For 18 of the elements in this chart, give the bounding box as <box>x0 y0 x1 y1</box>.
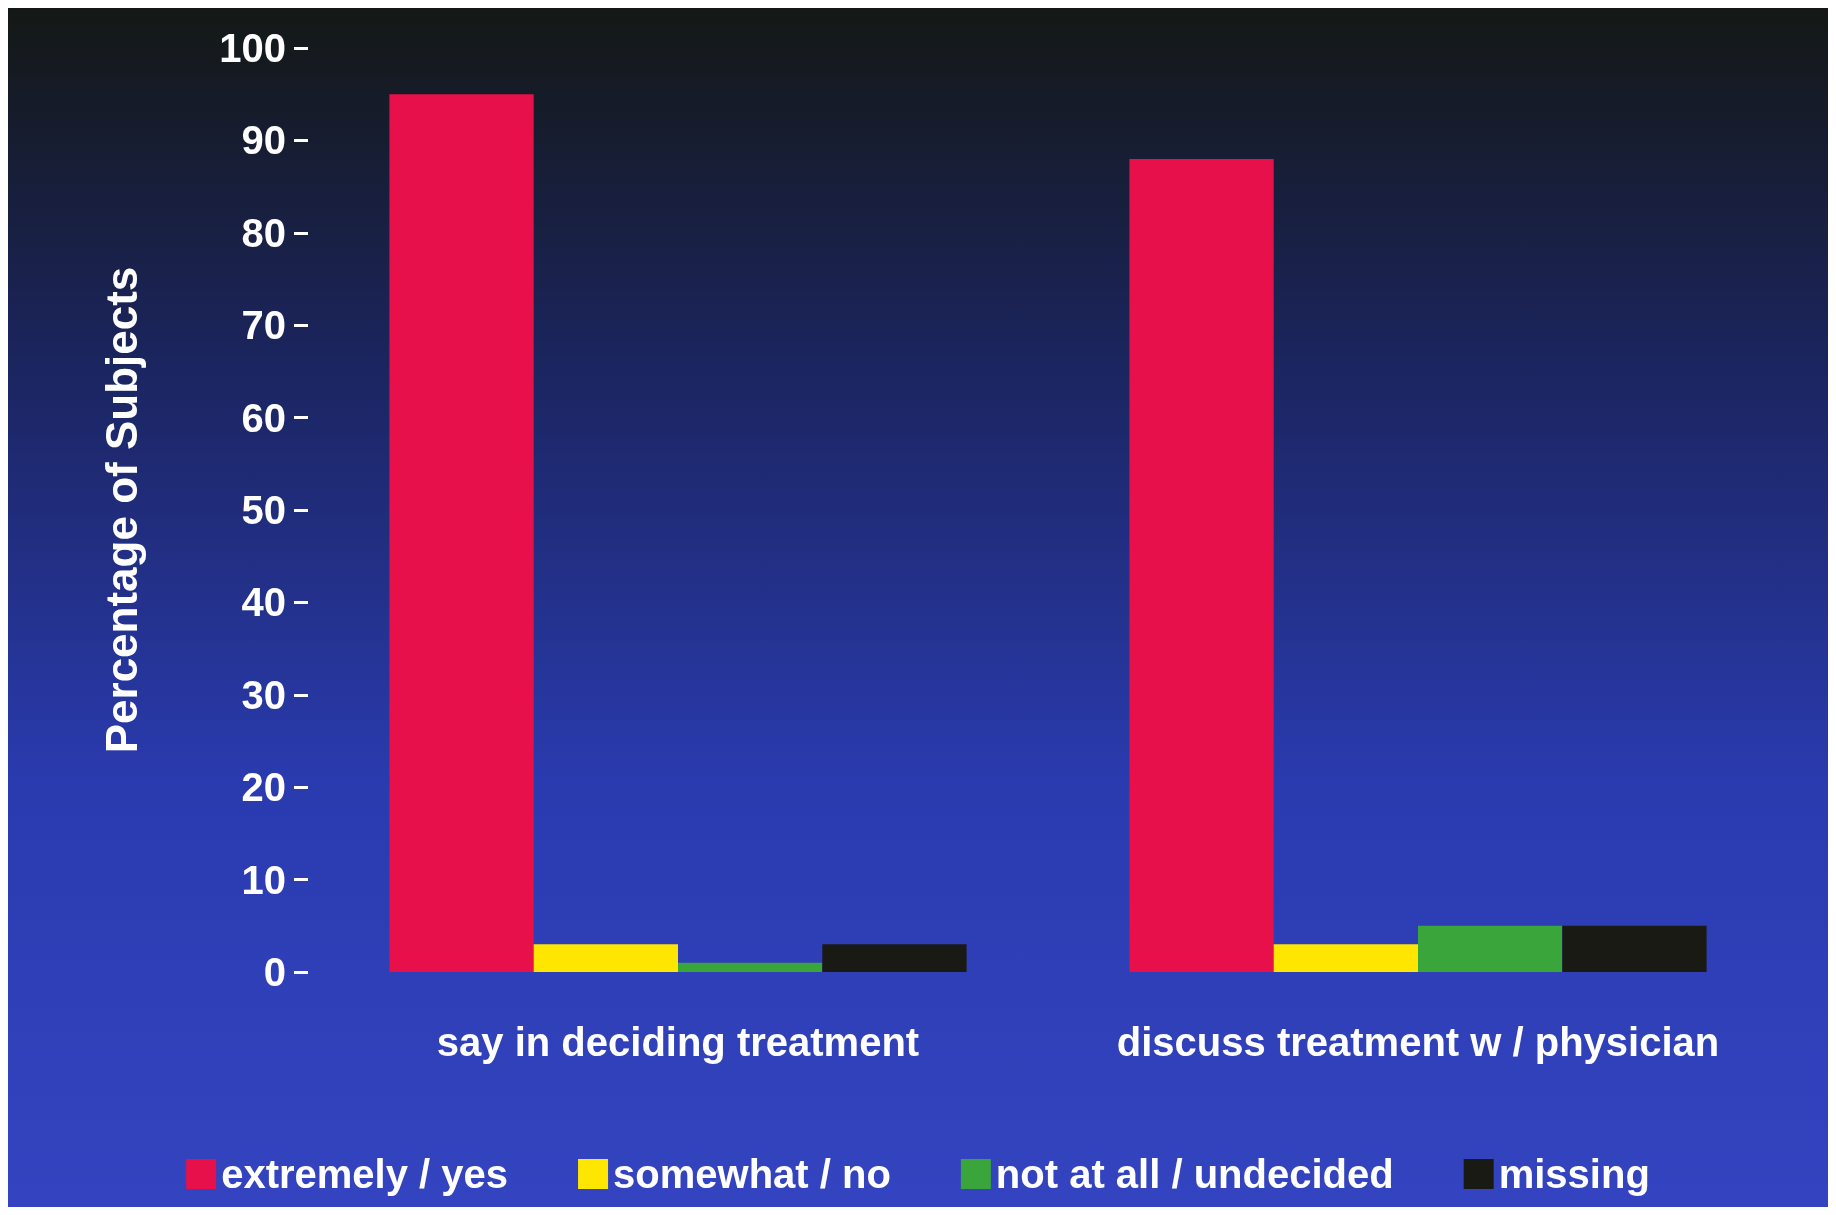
y-tick-label: 80 <box>241 210 286 255</box>
legend-label: missing <box>1498 1152 1650 1196</box>
y-tick-label: 60 <box>241 395 286 440</box>
legend-label: not at all / undecided <box>995 1152 1394 1196</box>
y-tick-label: 70 <box>241 303 286 348</box>
y-tick-label: 40 <box>241 580 286 625</box>
y-tick-label: 50 <box>241 488 286 532</box>
y-axis-title: Percentage of Subjects <box>96 266 146 754</box>
y-tick-label: 10 <box>241 857 286 902</box>
y-tick-label: 20 <box>241 765 286 810</box>
y-tick-label: 90 <box>241 118 286 163</box>
y-tick-label: 100 <box>219 26 286 70</box>
legend-label: extremely / yes <box>221 1152 509 1196</box>
y-tick-label: 30 <box>241 672 286 717</box>
x-tick-label: say in deciding treatment <box>436 1020 920 1064</box>
y-tick-label: 0 <box>263 950 286 994</box>
legend-label: somewhat / no <box>613 1152 891 1196</box>
x-tick-label: discuss treatment w / physician <box>1116 1020 1720 1064</box>
